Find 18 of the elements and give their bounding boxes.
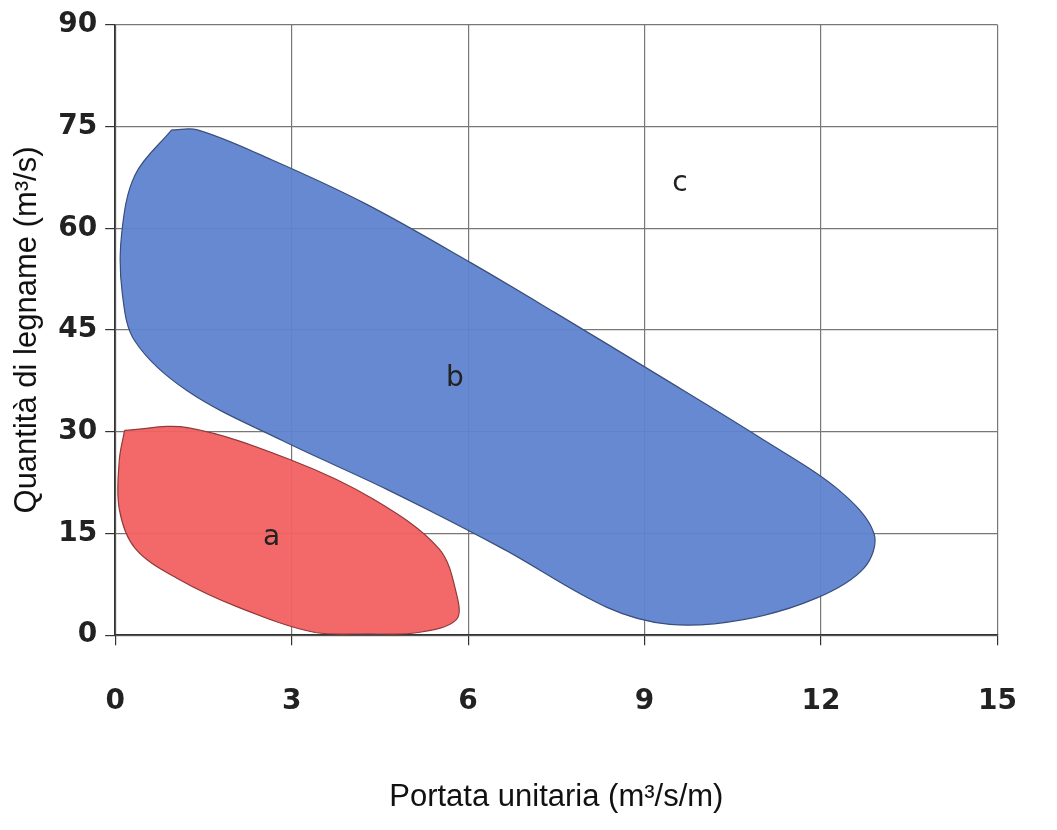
- annotation: c: [672, 164, 688, 198]
- x-tick-label: 9: [634, 683, 655, 717]
- y-tick-label: 90: [58, 6, 98, 40]
- x-tick-label: 15: [978, 683, 1017, 717]
- y-tick-label: 0: [77, 616, 98, 650]
- y-tick-label: 30: [58, 413, 98, 447]
- x-axis-title: Portata unitaria (m³/s/m): [389, 777, 724, 813]
- y-axis-title: Quantità di legname (m³/s): [8, 146, 44, 514]
- x-tick-label: 3: [281, 683, 302, 717]
- x-tick-label: 12: [801, 683, 841, 717]
- y-tick-label: 45: [58, 311, 98, 345]
- y-tick-label: 75: [58, 107, 98, 141]
- series-label: a: [262, 519, 281, 553]
- x-tick-label: 0: [105, 683, 125, 717]
- series-label: b: [445, 360, 464, 394]
- y-tick-label: 15: [58, 514, 98, 548]
- y-tick-label: 60: [58, 209, 98, 243]
- x-tick-label: 6: [458, 683, 478, 717]
